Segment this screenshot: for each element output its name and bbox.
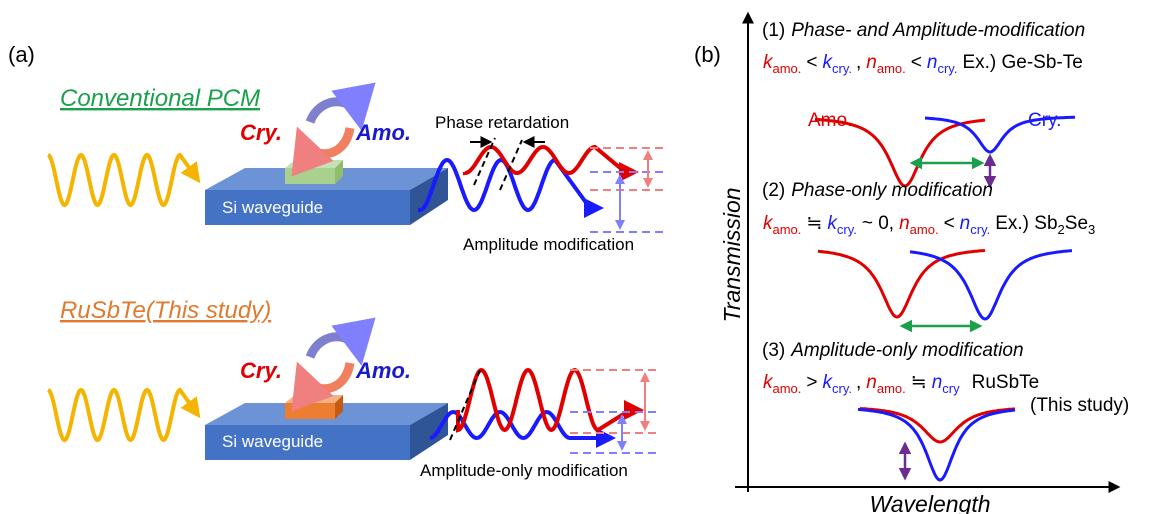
transmission-curve	[818, 250, 985, 317]
state-label: Amo.	[355, 120, 411, 145]
section-title: RuSbTe(This study)	[60, 297, 271, 324]
axis-title: Transmission	[719, 187, 745, 322]
annotation: Amplitude-only modification	[420, 461, 628, 480]
pcm-block	[285, 168, 335, 184]
section-title: Conventional PCM	[60, 85, 260, 112]
input-wave	[48, 155, 198, 205]
case-condition: kamo.≒kcry.~ 0,namo.<ncry.Ex.) Sb2Se3	[763, 213, 1095, 237]
waveguide-label: Si waveguide	[222, 198, 323, 217]
state-label: Cry.	[240, 120, 282, 145]
curve-label: Cry.	[1028, 110, 1061, 131]
output-wave	[458, 370, 640, 430]
curve-label: Amo.	[808, 110, 852, 131]
switch-arrow	[310, 102, 360, 122]
curves	[815, 117, 1075, 480]
case-title: (2)Phase-only modification	[762, 180, 993, 201]
figure: (a) Conventional PCM RuSbTe(This study) …	[0, 0, 1156, 514]
pcm-block	[285, 403, 335, 419]
transmission-curve	[858, 409, 1015, 480]
annotation: Phase retardation	[435, 113, 569, 132]
annotation: Amplitude modification	[463, 235, 634, 254]
panel-label: (b)	[694, 42, 721, 67]
switch-arrow	[310, 337, 360, 357]
switch-arrow	[300, 363, 350, 389]
output-wave	[465, 147, 635, 173]
phase-line	[450, 370, 480, 440]
axis-title: Wavelength	[869, 491, 990, 514]
pcm-top	[285, 395, 343, 403]
state-label: Cry.	[240, 358, 282, 383]
waveguide-label: Si waveguide	[222, 432, 323, 451]
case-condition: kamo.<kcry.,namo.<ncry.Ex.) Ge-Sb-Te	[763, 52, 1083, 76]
state-label: Amo.	[355, 358, 411, 383]
panel-label: (a)	[8, 42, 35, 67]
pcm-top	[285, 160, 343, 168]
phase-line	[500, 140, 522, 190]
input-wave	[48, 390, 198, 440]
case-title: (3)Amplitude-only modification	[762, 340, 1024, 361]
case-note: (This study)	[1030, 395, 1129, 416]
devices	[48, 102, 665, 460]
case-title: (1)Phase- and Amplitude-modification	[762, 20, 1085, 41]
switch-arrow	[300, 128, 350, 154]
